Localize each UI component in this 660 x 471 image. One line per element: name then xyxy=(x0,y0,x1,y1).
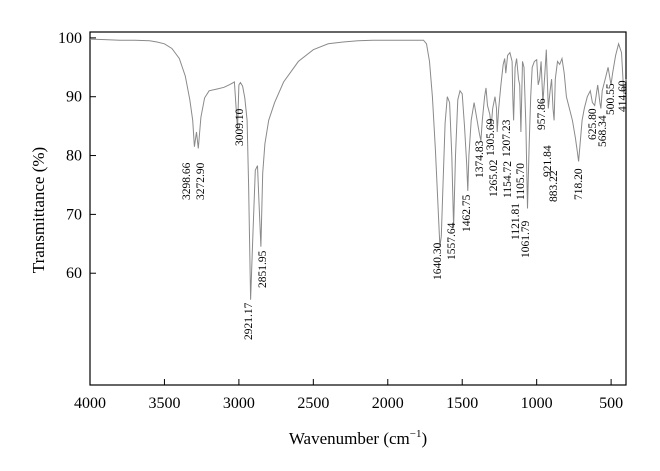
y-axis-title: Transmittance (%) xyxy=(29,147,48,273)
peak-label: 500.55 xyxy=(605,83,617,115)
x-tick-label: 1000 xyxy=(521,395,553,412)
x-tick-label: 2500 xyxy=(297,395,329,412)
peak-labels: 3298.66 3272.90 3009.10 2921.17 2851.95 1640.… xyxy=(181,80,629,340)
y-tick-label: 70 xyxy=(66,206,82,223)
peak-label: 1061.79 xyxy=(520,220,532,258)
x-tick-label: 3500 xyxy=(148,395,180,412)
peak-label: 718.20 xyxy=(573,168,585,200)
y-tick-label: 90 xyxy=(66,89,82,106)
peak-label: 1105.70 xyxy=(515,163,527,200)
peak-label: 1305.69 xyxy=(485,118,497,156)
x-tick-label: 3000 xyxy=(223,395,255,412)
x-axis-title: Wavenumber (cm−1) xyxy=(289,428,427,448)
y-tick-label: 100 xyxy=(58,30,82,47)
plot-frame xyxy=(89,31,627,386)
peak-label: 414.60 xyxy=(617,80,629,112)
peak-label: 1265.02 xyxy=(488,159,500,197)
peak-label: 1462.75 xyxy=(461,194,473,232)
peak-label: 1640.30 xyxy=(432,242,444,280)
peak-label: 2921.17 xyxy=(243,302,255,340)
peak-label: 2851.95 xyxy=(257,250,269,288)
x-axis-title-exponent: −1 xyxy=(410,428,422,440)
peak-label: 921.84 xyxy=(542,145,554,177)
y-tick-label: 80 xyxy=(66,148,82,165)
x-axis-title-main: Wavenumber (cm xyxy=(289,429,410,448)
x-axis-title-close: ) xyxy=(421,429,427,448)
peak-label: 568.34 xyxy=(597,115,609,147)
peak-label: 625.80 xyxy=(587,108,599,140)
peak-label: 1121.81 xyxy=(510,203,522,240)
peak-label: 883.22 xyxy=(548,170,560,202)
y-axis-ticks: 60 70 80 90 100 xyxy=(58,30,96,282)
peak-label: 3009.10 xyxy=(234,108,246,146)
peak-label: 3298.66 xyxy=(181,162,193,200)
x-tick-label: 1500 xyxy=(446,395,478,412)
x-tick-label: 500 xyxy=(599,395,623,412)
spectrum-line xyxy=(89,38,627,300)
x-tick-label: 4000 xyxy=(74,395,106,412)
peak-label: 1154.72 xyxy=(502,161,514,198)
peak-label: 3272.90 xyxy=(195,162,207,200)
x-tick-label: 2000 xyxy=(372,395,404,412)
x-axis-ticks: 4000 3500 3000 2500 2000 1500 1000 500 xyxy=(74,379,623,412)
y-tick-label: 60 xyxy=(66,265,82,282)
peak-label: 957.86 xyxy=(536,98,548,130)
peak-label: 1374.83 xyxy=(474,140,486,178)
peak-label: 1207.23 xyxy=(501,119,513,157)
peak-label: 1557.64 xyxy=(446,222,458,260)
